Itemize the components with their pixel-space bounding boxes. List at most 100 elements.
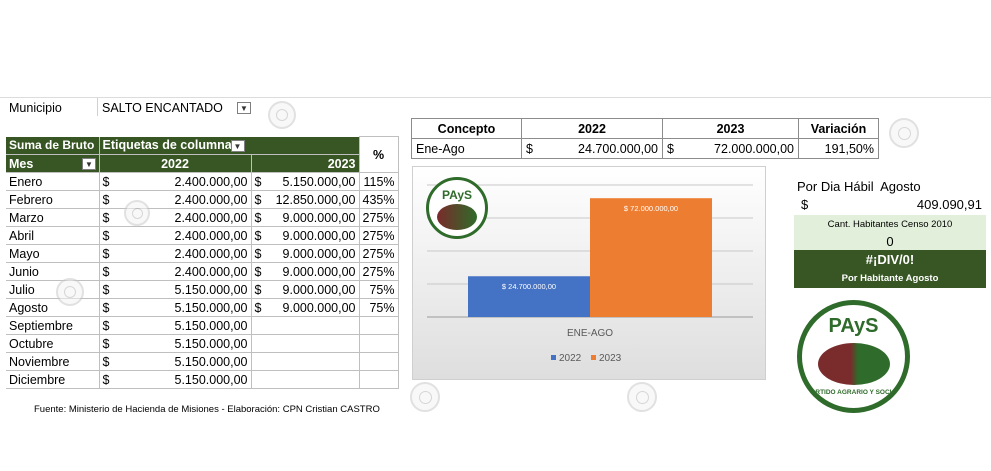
- pct-cell: [359, 334, 399, 353]
- summary-variacion: 191,50%: [798, 138, 879, 159]
- value-2022-cell: $5.150.000,00: [99, 316, 252, 335]
- month-cell: Marzo: [6, 208, 100, 227]
- value-2023: 9.000.000,00: [282, 228, 356, 243]
- currency-symbol: $: [254, 264, 262, 279]
- table-row: Marzo $2.400.000,00 $9.000.000,00 275%: [6, 208, 399, 227]
- month-cell: Julio: [6, 280, 100, 299]
- value-2022-cell: $5.150.000,00: [99, 280, 252, 299]
- value-2023-cell: $9.000.000,00: [251, 280, 360, 299]
- row-label-cell: Mes ▼: [6, 154, 100, 173]
- value-2023-cell: $9.000.000,00: [251, 298, 360, 317]
- value-2022: 2.400.000,00: [174, 174, 248, 189]
- bar-2023: [590, 198, 712, 317]
- value-2022: 5.150.000,00: [174, 336, 248, 351]
- pct-cell: 275%: [359, 226, 399, 245]
- legend-label-2023: 2023: [599, 353, 622, 364]
- bar-chart: $ 24.700.000,00 $ 72.000.000,00 ENE-AGO 202…: [427, 184, 753, 364]
- div-error: #¡DIV/0!: [794, 250, 986, 270]
- censo-value: 0: [794, 234, 986, 250]
- currency-symbol: $: [254, 282, 262, 297]
- filter-value[interactable]: SALTO ENCANTADO: [102, 101, 223, 115]
- pct-cell: 115%: [359, 172, 399, 191]
- legend-label-2022: 2022: [559, 353, 582, 364]
- legend-swatch-2023: [591, 355, 596, 360]
- filter-label: Municipio: [9, 101, 62, 115]
- logo-large-title: PAyS: [828, 315, 879, 337]
- summary-header-concepto: Concepto: [411, 118, 522, 139]
- pays-logo-small: PAyS: [426, 177, 488, 239]
- value-2023-cell: $9.000.000,00: [251, 244, 360, 263]
- watermark-stamp-icon: [56, 278, 84, 306]
- pct-cell: [359, 352, 399, 371]
- currency-symbol: $: [254, 210, 262, 225]
- summary-header-variacion: Variación: [798, 118, 879, 139]
- data-label-2023: $ 72.000.000,00: [624, 204, 678, 213]
- value-2023-cell: [251, 352, 360, 371]
- watermark-stamp-icon: [627, 382, 657, 412]
- currency-symbol: $: [254, 192, 262, 207]
- dia-habil-label: Por Dia Hábil Agosto: [797, 179, 921, 194]
- table-row: Diciembre $5.150.000,00: [6, 370, 399, 389]
- value-2022: 2.400.000,00: [174, 210, 248, 225]
- logo-field-graphic: [437, 204, 477, 230]
- value-2022: 5.150.000,00: [174, 318, 248, 333]
- table-row: Abril $2.400.000,00 $9.000.000,00 275%: [6, 226, 399, 245]
- currency-symbol: $: [102, 336, 110, 351]
- value-2022-cell: $5.150.000,00: [99, 334, 252, 353]
- table-row: Octubre $5.150.000,00: [6, 334, 399, 353]
- month-cell: Febrero: [6, 190, 100, 209]
- filter-funnel-icon[interactable]: ▼: [237, 102, 251, 114]
- value-2022-cell: $2.400.000,00: [99, 208, 252, 227]
- currency-symbol: $: [254, 300, 262, 315]
- year-2023-header: 2023: [251, 154, 360, 173]
- value-2022: 2.400.000,00: [174, 246, 248, 261]
- value-2022: 2.400.000,00: [174, 264, 248, 279]
- summary-2022-value: 24.700.000,00: [578, 141, 658, 156]
- month-cell: Mayo: [6, 244, 100, 263]
- dia-habil-currency: $: [801, 197, 809, 212]
- value-2023-cell: $9.000.000,00: [251, 226, 360, 245]
- currency-symbol: $: [254, 228, 262, 243]
- value-2022-cell: $2.400.000,00: [99, 262, 252, 281]
- currency-symbol: $: [102, 246, 110, 261]
- pivot-table: Suma de Bruto Etiquetas de columna ▼ % M…: [6, 136, 399, 389]
- currency-symbol: $: [254, 246, 262, 261]
- summary-table: Concepto 2022 2023 Variación Ene-Ago $24…: [411, 118, 879, 159]
- value-2023-cell: $9.000.000,00: [251, 262, 360, 281]
- table-row: Febrero $2.400.000,00 $12.850.000,00 435%: [6, 190, 399, 209]
- row-label: Mes: [9, 156, 34, 171]
- currency-symbol: $: [102, 228, 110, 243]
- sheet-top-border: [0, 97, 991, 98]
- month-cell: Enero: [6, 172, 100, 191]
- value-2023: 12.850.000,00: [275, 192, 356, 207]
- value-2022: 5.150.000,00: [174, 372, 248, 387]
- currency-symbol: $: [102, 372, 110, 387]
- watermark-stamp-icon: [410, 382, 440, 412]
- category-label: ENE-AGO: [567, 328, 613, 339]
- value-2022-cell: $5.150.000,00: [99, 370, 252, 389]
- table-row: Noviembre $5.150.000,00: [6, 352, 399, 371]
- watermark-stamp-icon: [268, 101, 296, 129]
- watermark-stamp-icon: [889, 118, 919, 148]
- chart-area[interactable]: $ 24.700.000,00 $ 72.000.000,00 ENE-AGO 202…: [412, 166, 766, 380]
- year-2022-header: 2022: [99, 154, 252, 173]
- table-row: Enero $2.400.000,00 $5.150.000,00 115%: [6, 172, 399, 191]
- columns-label-cell: Etiquetas de columna ▼: [99, 136, 360, 155]
- value-2022: 2.400.000,00: [174, 228, 248, 243]
- value-2023: 9.000.000,00: [282, 246, 356, 261]
- month-cell: Agosto: [6, 298, 100, 317]
- columns-filter-icon[interactable]: ▼: [230, 139, 245, 152]
- filter-divider: [97, 98, 98, 116]
- summary-2023-value: 72.000.000,00: [714, 141, 794, 156]
- value-2022-cell: $2.400.000,00: [99, 244, 252, 263]
- currency-symbol: $: [102, 354, 110, 369]
- value-2022-cell: $5.150.000,00: [99, 352, 252, 371]
- rows-filter-icon[interactable]: ▼: [82, 158, 96, 170]
- summary-header-2022: 2022: [521, 118, 663, 139]
- value-2022-cell: $5.150.000,00: [99, 298, 252, 317]
- summary-concepto: Ene-Ago: [411, 138, 522, 159]
- pct-header: %: [358, 136, 399, 173]
- summary-2023-cell: $72.000.000,00: [662, 138, 799, 159]
- value-2022: 2.400.000,00: [174, 192, 248, 207]
- value-2022-cell: $2.400.000,00: [99, 172, 252, 191]
